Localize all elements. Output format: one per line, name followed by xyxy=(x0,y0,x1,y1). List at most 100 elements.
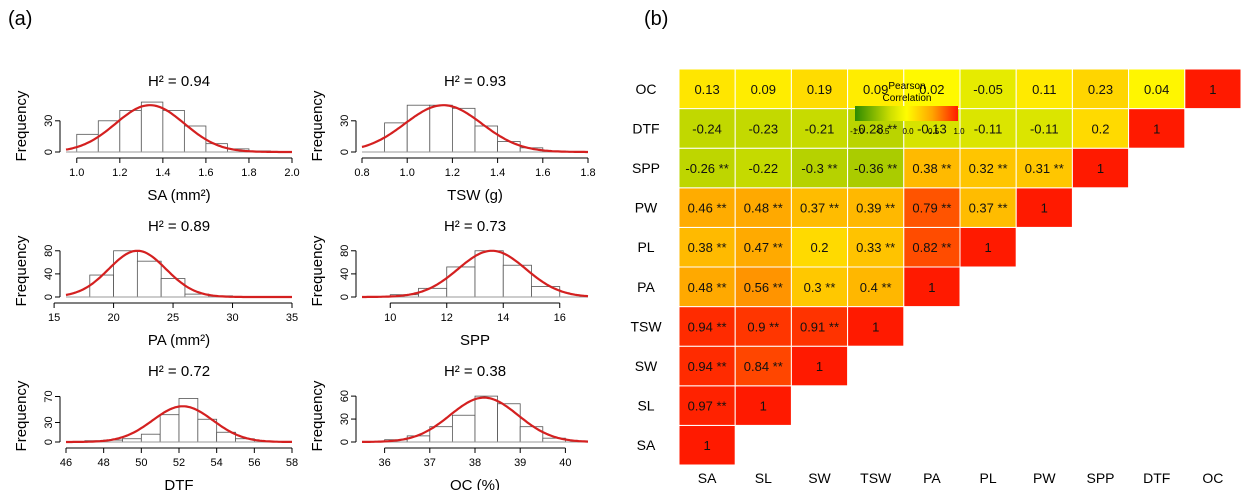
x-tick-label: 48 xyxy=(98,457,110,469)
y-tick-label: 30 xyxy=(339,115,351,127)
x-axis-label: DTF xyxy=(164,477,193,490)
histogram-bar xyxy=(160,278,186,298)
histogram-bar xyxy=(89,274,114,298)
histogram-bar xyxy=(159,414,180,443)
column-label-tsw: TSW xyxy=(860,470,892,486)
histogram-pa: H² = 0.89 Frequency 0 40 80 15 20 25 30 35 PA (mm²… xyxy=(13,218,298,349)
y-tick-label: 30 xyxy=(43,416,55,428)
heatmap-cell: -0.11 xyxy=(1015,108,1073,149)
heatmap-cell-label: 0.38 ** xyxy=(688,240,727,255)
heatmap-cell: 0.47 ** xyxy=(734,226,792,268)
x-tick-label: 1.6 xyxy=(535,167,550,179)
x-tick-label: 10 xyxy=(384,312,396,324)
heatmap-cell-label: 0.48 ** xyxy=(688,280,727,295)
histogram-bar xyxy=(429,426,453,443)
heatmap-cell-rect xyxy=(734,226,792,268)
heatmap-cell-rect xyxy=(790,187,849,228)
heatmap-cell-label: 0.04 xyxy=(1144,82,1169,97)
x-tick-label: 1.0 xyxy=(400,167,415,179)
heatmap-cell-label: 0.13 xyxy=(694,82,719,97)
heatmap-cell-label: 0.48 ** xyxy=(744,201,783,216)
heatmap-cell-rect xyxy=(790,108,849,149)
heatmap-cell: -0.24 xyxy=(678,108,736,149)
histogram-bar xyxy=(451,414,476,443)
heatmap-cell: -0.3 ** xyxy=(790,147,849,189)
y-axis-label: Frequency xyxy=(13,380,30,451)
x-tick-label: 15 xyxy=(48,312,60,324)
heatmap-cell-rect xyxy=(1071,147,1130,189)
heatmap-cell-label: -0.11 xyxy=(1030,121,1059,136)
heatmap-cell: 0.4 ** xyxy=(847,266,905,308)
heatmap-cell: -0.22 xyxy=(734,147,792,189)
heatmap-cell-label: 0.91 ** xyxy=(800,319,839,334)
heatmap-cell-label: 0.82 ** xyxy=(912,240,951,255)
heatmap-cell-label: -0.3 ** xyxy=(801,161,837,176)
y-tick-label: 0 xyxy=(339,294,351,300)
y-tick-label: 0 xyxy=(43,294,55,300)
heatmap-cell-label: 1 xyxy=(703,438,710,453)
normal-curve xyxy=(361,104,588,154)
heatmap-cell: 1 xyxy=(1015,187,1073,228)
heatmap-cell-label: 0.97 ** xyxy=(688,399,727,414)
legend-tick-label: 1.0 xyxy=(953,127,965,136)
column-label-oc: OC xyxy=(1202,470,1223,486)
heatmap-cell-label: 1 xyxy=(816,359,823,374)
histogram-bar xyxy=(197,418,218,443)
y-tick-label: 80 xyxy=(43,245,55,257)
heatmap-cell-rect xyxy=(903,108,961,149)
x-tick-label: 1.0 xyxy=(69,167,84,179)
heatmap-cell-rect xyxy=(734,147,792,189)
x-tick-label: 46 xyxy=(60,457,72,469)
x-axis-label: PA (mm²) xyxy=(148,332,210,349)
histogram-bar xyxy=(418,287,448,298)
heatmap-cell-label: 1 xyxy=(872,319,879,334)
heatmap-cell: -0.05 xyxy=(959,68,1017,110)
heatmap-cell-rect xyxy=(847,108,905,149)
heatmap-cell: 1 xyxy=(959,226,1017,268)
normal-curve xyxy=(362,396,589,443)
y-axis-label: Frequency xyxy=(309,235,326,306)
y-tick-label: 80 xyxy=(339,245,351,257)
legend-tick-label: 0.0 xyxy=(902,127,914,136)
x-tick-label: 1.4 xyxy=(155,167,170,179)
heatmap-cell-rect xyxy=(903,147,961,189)
heatmap-cell: 0.48 ** xyxy=(734,187,792,228)
y-tick-label: 70 xyxy=(43,390,55,402)
legend-color-bar xyxy=(855,106,958,121)
heatmap-cell-rect xyxy=(847,147,905,189)
histogram-title: H² = 0.38 xyxy=(444,363,506,380)
x-tick-label: 37 xyxy=(424,457,436,469)
heatmap-cell-label: 0.38 ** xyxy=(912,161,951,176)
histogram-dtf: H² = 0.72 Frequency 0 30 70 46 48 50 52 54 56 58 DTF xyxy=(13,363,298,490)
x-tick-label: 54 xyxy=(211,457,223,469)
heatmap-cell-rect xyxy=(734,266,792,308)
heatmap-cell-label: 0.84 ** xyxy=(744,359,783,374)
heatmap-cell-label: 0.31 ** xyxy=(1025,161,1064,176)
row-label-pl: PL xyxy=(637,239,654,255)
heatmap-cell-label: 1 xyxy=(1153,121,1160,136)
histogram-bar xyxy=(384,122,408,153)
heatmap-cell: 0.02 xyxy=(903,68,961,110)
column-label-sw: SW xyxy=(808,470,831,486)
x-tick-label: 2.0 xyxy=(284,167,299,179)
heatmap-cell-rect xyxy=(790,345,849,387)
normal-curve xyxy=(362,249,589,299)
y-tick-label: 0 xyxy=(43,149,55,155)
y-tick-label: 30 xyxy=(43,115,55,127)
histogram-tsw: H² = 0.93 Frequency 0 30 0.8 1.0 1.2 1.4 1.6 1.8 T… xyxy=(309,73,596,204)
heatmap-cell-rect xyxy=(959,68,1017,110)
heatmap-cell-rect xyxy=(734,187,792,228)
histogram-bar xyxy=(519,426,544,443)
histogram-bar xyxy=(183,125,207,153)
column-label-pa: PA xyxy=(923,470,941,486)
heatmap-cell-rect xyxy=(678,306,736,347)
histogram-spp: H² = 0.73 Frequency 0 40 80 10 12 14 16 SPP xyxy=(309,218,589,349)
heatmap-cell-label: 0.19 xyxy=(807,82,832,97)
heatmap-cell: 0.79 ** xyxy=(903,187,961,228)
heatmap-cell: 0.37 ** xyxy=(959,187,1017,228)
column-label-spp: SPP xyxy=(1086,470,1114,486)
x-tick-label: 30 xyxy=(226,312,238,324)
histogram-bar xyxy=(446,266,476,298)
heatmap-cell-rect xyxy=(678,108,736,149)
